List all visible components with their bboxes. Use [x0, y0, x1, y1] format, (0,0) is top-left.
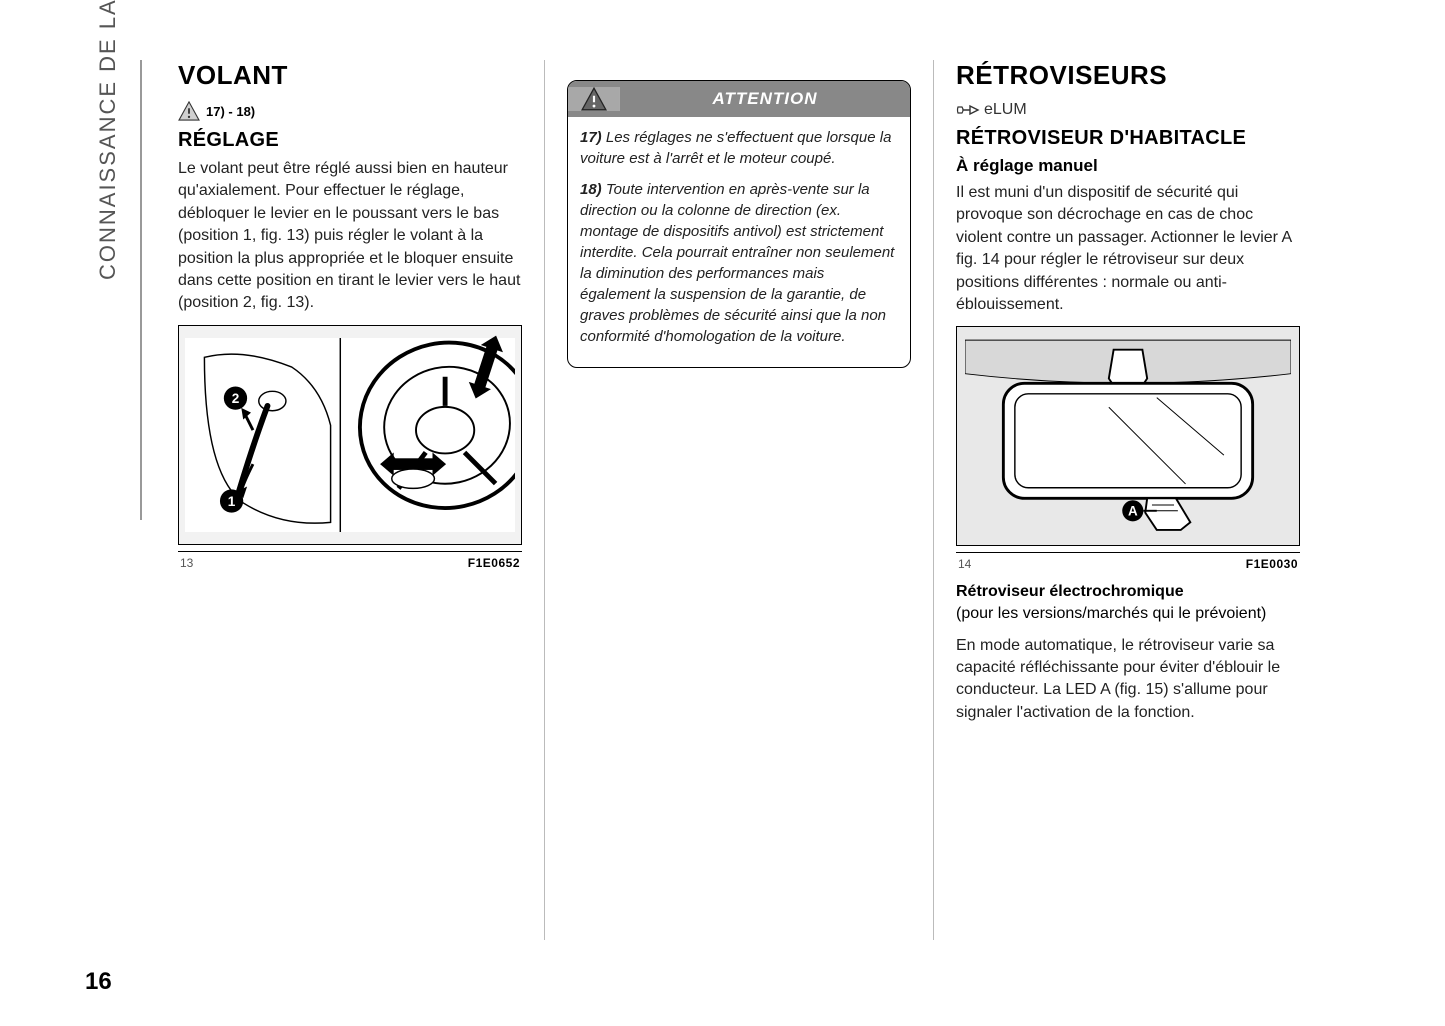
- figure-14: A: [956, 326, 1300, 546]
- figure-14-number: 14: [958, 557, 971, 571]
- column-divider-2: [933, 60, 934, 940]
- col1-title: VOLANT: [178, 60, 522, 91]
- attention-label: ATTENTION: [620, 89, 910, 109]
- col3-paragraph-2: En mode automatique, le rétroviseur vari…: [956, 635, 1300, 725]
- column-1: VOLANT 17) - 18) RÉGLAGE Le volant peut …: [160, 60, 540, 940]
- attention-item-18: 18) Toute intervention en après-vente su…: [580, 179, 898, 347]
- attention-box: ATTENTION 17) Les réglages ne s'effectue…: [567, 80, 911, 368]
- col3-electrochromic-block: Rétroviseur électrochromique (pour les v…: [956, 581, 1300, 624]
- warning-triangle-icon: [178, 101, 200, 121]
- col3-version-note: (pour les versions/marchés qui le prévoi…: [956, 605, 1266, 622]
- attention-triangle-icon: [581, 87, 607, 111]
- col3-paragraph-1: Il est muni d'un dispositif de sécurité …: [956, 182, 1300, 316]
- side-section-label: CONNAISSANCE DE LA VOITURE: [95, 0, 121, 280]
- col3-subheading-manual: À réglage manuel: [956, 156, 1300, 176]
- side-divider: [140, 60, 142, 520]
- page-columns: VOLANT 17) - 18) RÉGLAGE Le volant peut …: [160, 60, 1405, 940]
- attention-item-17: 17) Les réglages ne s'effectuent que lor…: [580, 127, 898, 169]
- mirror-diagram-icon: A: [965, 335, 1291, 537]
- figure-14-code: F1E0030: [1246, 557, 1298, 571]
- elum-indicator: eLUM: [956, 101, 1300, 119]
- figure-13-caption: 13 F1E0652: [178, 551, 522, 570]
- svg-text:2: 2: [232, 391, 240, 406]
- figure-13-number: 13: [180, 556, 193, 570]
- warning-refs: 17) - 18): [206, 104, 255, 119]
- attention-body: 17) Les réglages ne s'effectuent que lor…: [568, 117, 910, 367]
- attention-header: ATTENTION: [568, 81, 910, 117]
- figure-14-caption: 14 F1E0030: [956, 552, 1300, 571]
- col1-heading-reglage: RÉGLAGE: [178, 129, 522, 152]
- column-3: RÉTROVISEURS eLUM RÉTROVISEUR D'HABITACL…: [938, 60, 1318, 940]
- warning-refs-row: 17) - 18): [178, 101, 522, 121]
- column-2: ATTENTION 17) Les réglages ne s'effectue…: [549, 60, 929, 940]
- elum-text: eLUM: [984, 101, 1027, 119]
- svg-text:A: A: [1128, 504, 1138, 519]
- figure-14-wrapper: A 14 F1E0030: [956, 326, 1300, 571]
- steering-wheel-diagram-icon: 2 1: [185, 332, 515, 538]
- col3-title: RÉTROVISEURS: [956, 60, 1300, 91]
- page-number: 16: [85, 968, 112, 996]
- figure-13: 2 1: [178, 325, 522, 545]
- figure-13-code: F1E0652: [468, 556, 520, 570]
- hand-pointer-icon: [956, 101, 980, 119]
- svg-text:1: 1: [228, 494, 236, 509]
- col1-paragraph: Le volant peut être réglé aussi bien en …: [178, 158, 522, 315]
- col3-heading-retroviseur: RÉTROVISEUR D'HABITACLE: [956, 127, 1300, 150]
- figure-13-wrapper: 2 1: [178, 325, 522, 570]
- column-divider-1: [544, 60, 545, 940]
- col3-subheading-electro: Rétroviseur électrochromique: [956, 583, 1184, 600]
